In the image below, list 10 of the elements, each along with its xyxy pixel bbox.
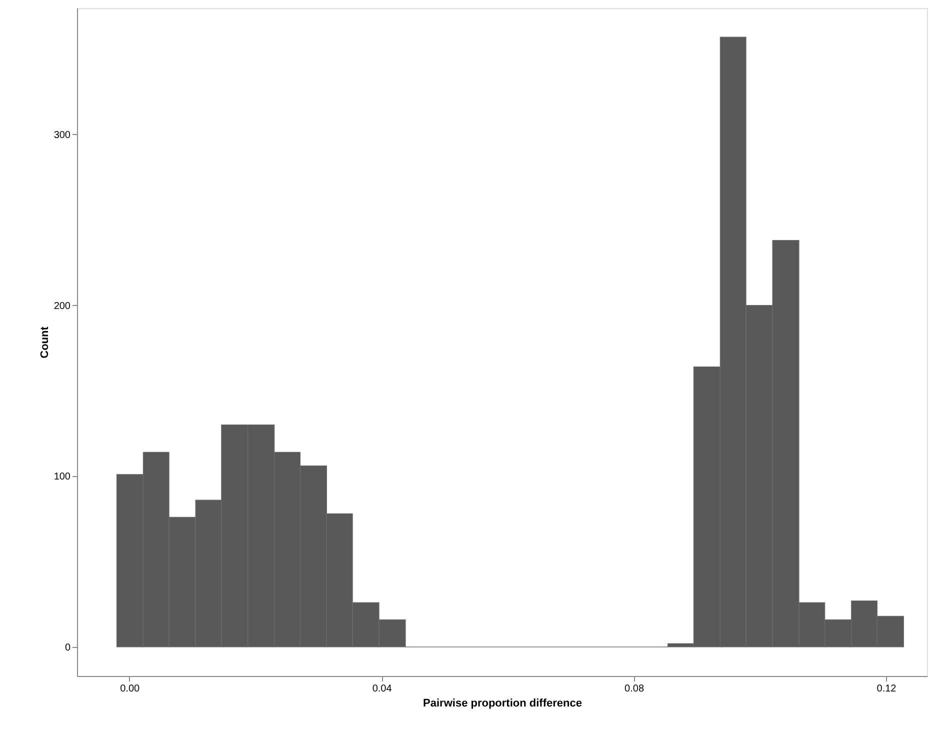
y-tick-label: 100 <box>54 472 71 483</box>
x-tick-label: 0.12 <box>876 684 897 694</box>
x-tick-label: 0.04 <box>372 684 392 694</box>
y-axis-title: Count <box>38 326 51 358</box>
y-tick-label: 300 <box>54 130 71 141</box>
y-tick-label: 0 <box>64 642 71 654</box>
x-tick-label: 0.00 <box>120 684 140 694</box>
y-tick-label: 200 <box>54 300 71 312</box>
x-axis-title: Pairwise proportion difference <box>423 698 582 710</box>
x-tick-label: 0.08 <box>624 684 644 694</box>
